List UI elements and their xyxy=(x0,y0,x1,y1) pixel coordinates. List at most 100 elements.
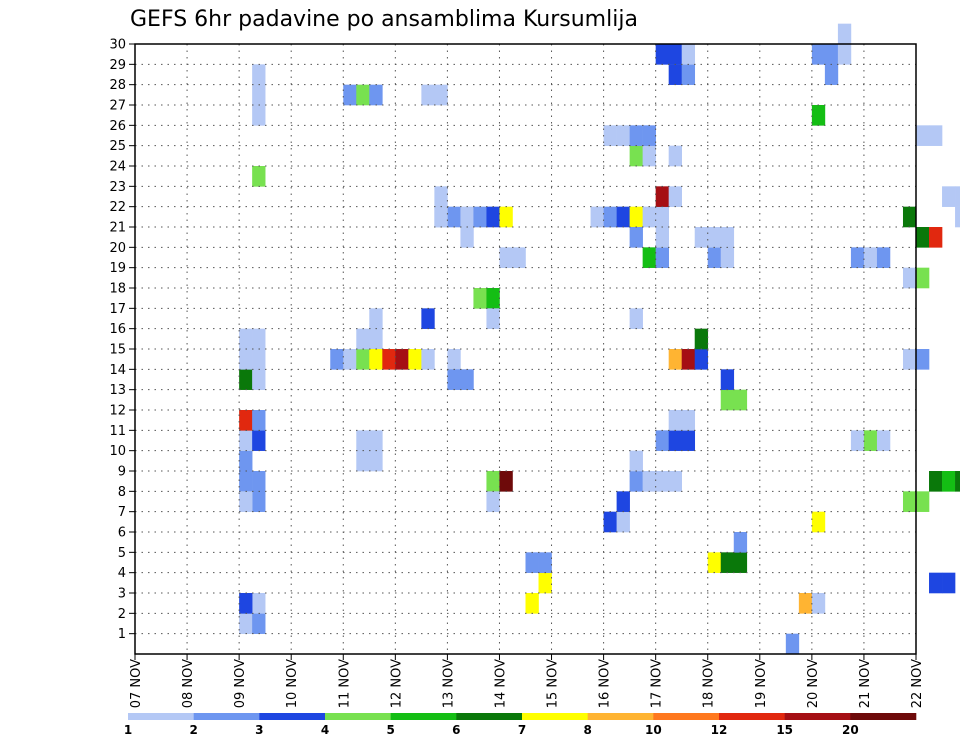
heatmap-cell xyxy=(863,430,878,451)
heatmap-cell xyxy=(902,349,917,370)
heatmap-cell xyxy=(252,613,266,634)
heatmap-cell xyxy=(629,450,643,472)
heatmap-cell xyxy=(252,84,266,106)
heatmap-cell xyxy=(499,471,513,492)
chart-title: GEFS 6hr padavine po ansamblima Kursumli… xyxy=(130,7,638,32)
heatmap-cell xyxy=(369,349,383,370)
heatmap-cell xyxy=(486,491,500,512)
heatmap-cell xyxy=(929,125,943,146)
heatmap-cell xyxy=(252,349,266,370)
heatmap-cell xyxy=(929,471,943,492)
y-tick-label: 30 xyxy=(109,38,126,53)
x-tick-label: 14 NOV xyxy=(493,659,508,708)
heatmap-cell xyxy=(785,633,800,655)
legend-swatch xyxy=(653,713,720,720)
heatmap-cell xyxy=(655,227,669,248)
y-tick-label: 27 xyxy=(109,99,126,114)
heatmap-cell xyxy=(916,125,930,146)
legend-label: 7 xyxy=(518,723,526,737)
heatmap-cell xyxy=(811,105,826,126)
y-tick-label: 15 xyxy=(109,343,126,358)
legend-label: 4 xyxy=(321,723,329,737)
heatmap-cell xyxy=(668,44,682,65)
heatmap-cell xyxy=(694,227,709,248)
heatmap-cell xyxy=(850,247,865,268)
heatmap-cell xyxy=(356,450,370,472)
heatmap-cell xyxy=(252,430,266,451)
heatmap-cell xyxy=(668,430,682,451)
heatmap-cell xyxy=(629,227,643,248)
heatmap-cell xyxy=(876,247,891,268)
y-tick-label: 23 xyxy=(109,180,126,195)
y-tick-label: 11 xyxy=(109,424,126,439)
legend-swatch xyxy=(587,713,654,720)
y-tick-label: 6 xyxy=(118,526,126,541)
x-tick-label: 10 NOV xyxy=(285,659,300,708)
legend-swatch xyxy=(325,713,391,720)
heatmap-cell xyxy=(955,471,960,492)
heatmap-cell xyxy=(811,511,826,533)
heatmap-cell xyxy=(356,84,370,106)
heatmap-cell xyxy=(460,206,474,228)
heatmap-cell xyxy=(369,450,383,472)
y-tick-label: 26 xyxy=(109,119,126,134)
legend-label: 3 xyxy=(255,723,263,737)
heatmap-cell xyxy=(733,552,748,573)
heatmap-cell xyxy=(369,84,383,106)
x-tick-label: 09 NOV xyxy=(233,659,248,708)
heatmap-cell xyxy=(929,572,943,594)
y-tick-label: 22 xyxy=(109,200,126,215)
heatmap-cell xyxy=(942,471,956,492)
heatmap-cell xyxy=(916,349,930,370)
heatmap-cell xyxy=(811,44,826,65)
y-tick-label: 7 xyxy=(118,505,126,520)
heatmap-cell xyxy=(629,308,643,329)
heatmap-cell xyxy=(655,430,669,451)
x-tick-label: 20 NOV xyxy=(806,659,821,708)
heatmap-cell xyxy=(668,349,682,370)
heatmap-cell xyxy=(369,308,383,329)
heatmap-cell xyxy=(525,552,539,573)
y-tick-label: 28 xyxy=(109,78,126,93)
heatmap-cell xyxy=(668,471,682,492)
heatmap-cell xyxy=(343,84,357,106)
heatmap-cell xyxy=(655,247,669,268)
heatmap-cell xyxy=(252,471,266,492)
heatmap-cell xyxy=(837,23,852,45)
legend-label: 8 xyxy=(583,723,591,737)
grid-layer xyxy=(135,44,916,654)
heatmap-cell xyxy=(616,491,630,512)
heatmap-cell xyxy=(655,44,669,65)
x-tick-label: 08 NOV xyxy=(181,659,196,708)
heatmap-cell xyxy=(824,44,839,65)
heatmap-cell xyxy=(460,227,474,248)
heatmap-cell xyxy=(369,430,383,451)
y-tick-label: 1 xyxy=(118,627,126,642)
heatmap-cell xyxy=(252,105,266,126)
x-tick-label: 11 NOV xyxy=(337,659,352,708)
heatmap-cell xyxy=(239,471,253,492)
heatmap-cell xyxy=(421,349,435,370)
heatmap-cell xyxy=(929,227,943,248)
heatmap-cell xyxy=(707,552,722,573)
x-tick-label: 13 NOV xyxy=(441,659,456,708)
legend-swatch xyxy=(259,713,326,720)
heatmap-cell xyxy=(486,471,500,492)
heatmap-cell xyxy=(408,349,422,370)
heatmap-cell xyxy=(239,369,253,390)
y-tick-label: 8 xyxy=(118,485,126,500)
x-tick-label: 22 NOV xyxy=(910,659,925,708)
y-tick-label: 13 xyxy=(109,383,126,398)
heatmap-cell xyxy=(395,349,409,370)
heatmap-cell xyxy=(512,247,526,268)
heatmap-cell xyxy=(629,206,643,228)
heatmap-cell xyxy=(382,349,396,370)
heatmap-cell xyxy=(720,552,735,573)
heatmap-cell xyxy=(668,64,682,85)
heatmap-cell xyxy=(668,186,682,207)
heatmap-cell xyxy=(629,125,643,146)
heatmap-cell xyxy=(668,410,682,431)
legend-label: 1 xyxy=(124,723,132,737)
legend-label: 6 xyxy=(452,723,460,737)
